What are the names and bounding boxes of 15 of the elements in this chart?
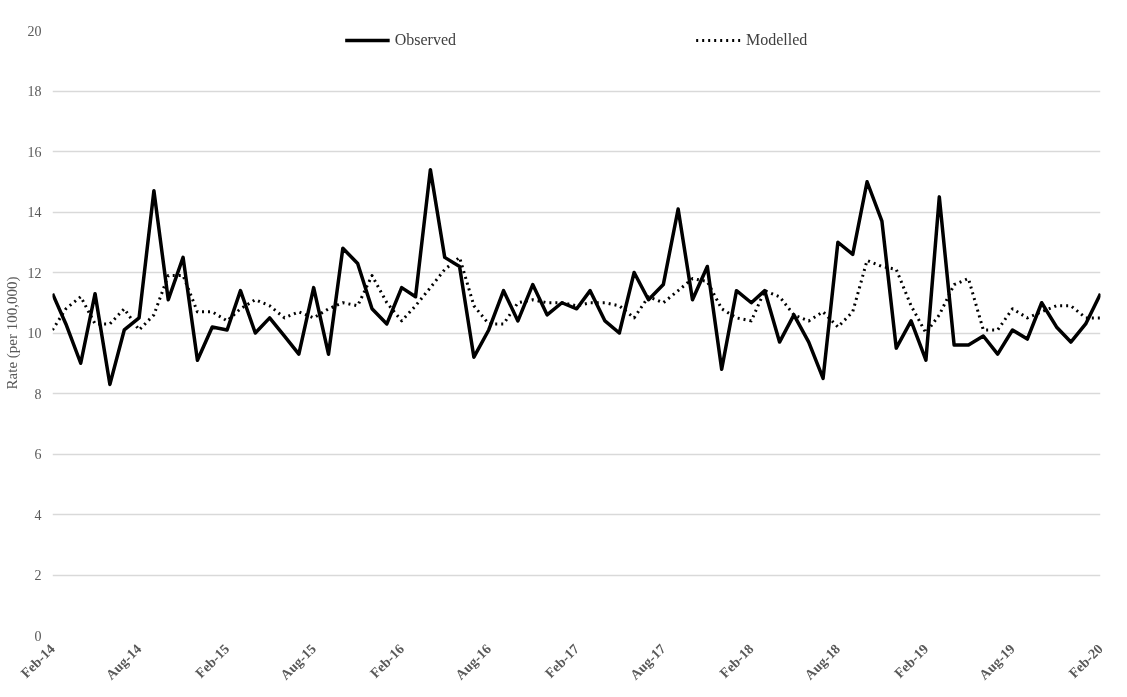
legend-label: Observed — [394, 31, 456, 49]
line-series — [52, 167, 1101, 387]
y-tick-label: 18 — [27, 84, 42, 99]
y-tick-label: 4 — [34, 507, 42, 523]
y-tick-label: 16 — [27, 144, 42, 160]
y-tick-label: 12 — [27, 265, 42, 281]
y-tick-label: 14 — [27, 205, 42, 220]
y-tick-label: 6 — [34, 447, 42, 462]
y-tick-label: 20 — [27, 23, 42, 39]
y-tick-label: 8 — [34, 386, 42, 402]
y-axis-title: Rate (per 100,000) — [3, 276, 21, 390]
y-tick-label: 0 — [34, 628, 42, 644]
legend-label: Modelled — [745, 31, 808, 49]
y-tick-label: 2 — [34, 568, 42, 583]
y-tick-label: 10 — [27, 326, 42, 341]
